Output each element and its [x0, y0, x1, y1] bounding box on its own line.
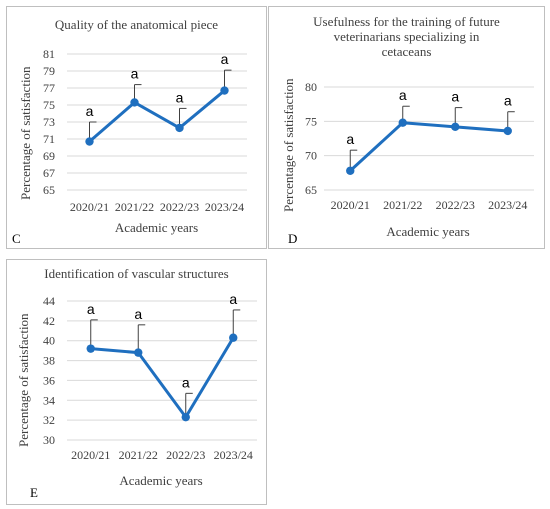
- significance-label: a: [451, 89, 459, 105]
- y-tick-label: 38: [43, 354, 55, 368]
- y-tick-label: 70: [305, 149, 317, 163]
- y-tick-label: 79: [43, 64, 55, 78]
- y-axis-label: Percentage of satisfaction: [16, 313, 31, 447]
- data-point: [398, 118, 407, 127]
- y-tick-label: 67: [43, 166, 55, 180]
- significance-label: a: [346, 131, 354, 147]
- data-point: [175, 123, 184, 133]
- panel-letter: D: [288, 231, 298, 246]
- significance-label: a: [182, 374, 190, 390]
- chart-panel-c: Quality of the anatomical piece 65 67 69 71…: [6, 6, 267, 249]
- y-tick-label: 34: [43, 393, 55, 407]
- data-point: [130, 98, 139, 107]
- plot-area: 30 32 34 36 38 40 42 44 2020/21 2021/22 2022/23 202…: [43, 291, 257, 462]
- y-tick-label: 30: [43, 433, 55, 447]
- chart-panel-d: Usefulness for the training of future ve…: [268, 6, 545, 249]
- data-point: [85, 137, 94, 146]
- data-point: [134, 348, 143, 357]
- plot-area: 65 70 75 80 2020/21 2021/22 2022/23 2023/24 a a a a: [305, 80, 534, 212]
- x-tick-label: 2023/24: [205, 200, 244, 214]
- data-point: [503, 126, 512, 136]
- y-tick-label: 42: [43, 314, 55, 328]
- x-tick-label: 2023/24: [214, 448, 253, 462]
- y-tick-label: 77: [43, 81, 55, 95]
- data-point: [86, 344, 95, 353]
- x-tick-label: 2021/22: [383, 198, 422, 212]
- data-point: [181, 412, 190, 422]
- y-tick-label: 73: [43, 115, 55, 129]
- data-point: [220, 86, 229, 95]
- significance-label: a: [134, 306, 142, 322]
- y-tick-label: 36: [43, 373, 55, 387]
- y-axis-label: Percentage of satisfaction: [18, 66, 33, 200]
- y-tick-label: 71: [43, 132, 55, 146]
- x-tick-label: 2021/22: [115, 200, 154, 214]
- chart-title: Quality of the anatomical piece: [54, 17, 219, 32]
- significance-label: a: [229, 291, 237, 307]
- y-tick-label: 44: [43, 294, 55, 308]
- x-tick-label: 2022/23: [160, 200, 199, 214]
- x-tick-label: 2023/24: [488, 198, 527, 212]
- data-point: [229, 333, 238, 342]
- panel-letter: C: [12, 231, 21, 246]
- significance-label: a: [131, 66, 139, 82]
- significance-label: a: [504, 93, 512, 109]
- x-tick-label: 2021/22: [119, 448, 158, 462]
- x-axis-label: Academic years: [386, 224, 470, 239]
- y-tick-label: 65: [43, 183, 55, 197]
- x-tick-label: 2020/21: [331, 198, 370, 212]
- significance-label: a: [87, 301, 95, 317]
- x-tick-label: 2020/21: [70, 200, 109, 214]
- y-tick-label: 32: [43, 413, 55, 427]
- x-tick-label: 2022/23: [436, 198, 475, 212]
- significance-label: a: [86, 103, 94, 119]
- y-tick-label: 40: [43, 334, 55, 348]
- series-line: [349, 121, 508, 172]
- y-axis-label: Percentage of satisfaction: [281, 78, 296, 212]
- data-point: [346, 166, 355, 175]
- y-tick-label: 81: [43, 47, 55, 61]
- chart-panel-e: Identification of vascular structures 30…: [6, 259, 267, 505]
- chart-title: Identification of vascular structures: [44, 266, 229, 281]
- y-tick-label: 69: [43, 149, 55, 163]
- chart-title: Usefulness for the training of future ve…: [313, 14, 500, 59]
- x-axis-label: Academic years: [119, 473, 203, 488]
- panel-letter: E: [30, 485, 38, 500]
- y-tick-label: 65: [305, 183, 317, 197]
- plot-area: 65 67 69 71 73 75 77 79 81 2020/21 2021/22 2022/23 2…: [43, 47, 247, 214]
- x-axis-label: Academic years: [114, 220, 199, 235]
- x-tick-label: 2022/23: [166, 448, 205, 462]
- y-tick-label: 75: [43, 98, 55, 112]
- significance-label: a: [399, 87, 407, 103]
- series-line: [88, 89, 226, 143]
- y-tick-label: 75: [305, 114, 317, 128]
- y-tick-label: 80: [305, 80, 317, 94]
- x-tick-label: 2020/21: [71, 448, 110, 462]
- data-point: [451, 122, 460, 132]
- significance-label: a: [176, 89, 184, 105]
- series-line: [90, 336, 235, 419]
- significance-label: a: [221, 51, 229, 67]
